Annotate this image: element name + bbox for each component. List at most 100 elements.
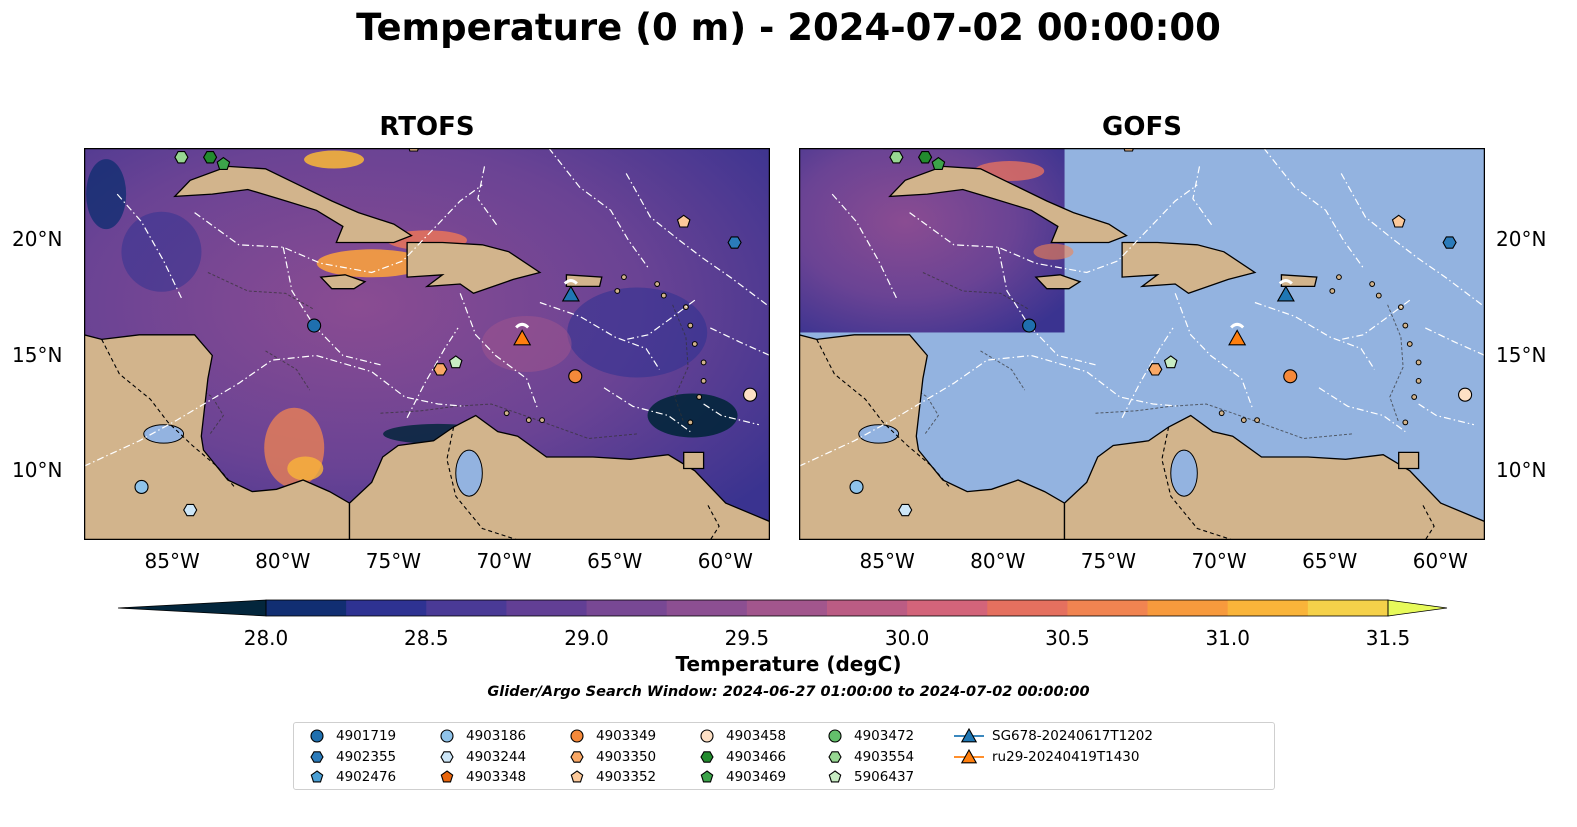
- colorbar-bin: [426, 600, 507, 616]
- legend-symbol: [310, 729, 324, 743]
- island: [691, 341, 698, 347]
- map-frame: [84, 148, 770, 540]
- island: [503, 410, 510, 417]
- figure-title: Temperature (0 m) - 2024-07-02 00:00:00: [356, 6, 1221, 49]
- temperature-anomaly: [86, 159, 127, 230]
- float-marker: [216, 156, 231, 170]
- float-marker: [183, 503, 198, 517]
- float-marker: [1148, 363, 1163, 376]
- float-marker: [433, 363, 448, 376]
- gofs-panel-title: GOFS: [1102, 112, 1182, 142]
- hispaniola-land: [1121, 241, 1257, 295]
- temperature-anomaly: [567, 287, 708, 378]
- island: [660, 292, 667, 299]
- colorbar-bin: [586, 600, 668, 616]
- legend-label: ru29-20240419T1430: [992, 748, 1140, 765]
- colorbar-label: Temperature (degC): [675, 652, 902, 676]
- legend-marker: [700, 750, 714, 763]
- longitude-tick-label: 75°W: [1080, 549, 1137, 573]
- rtofs-map[interactable]: [84, 148, 770, 540]
- island: [1336, 274, 1342, 281]
- jamaica-land: [1034, 274, 1082, 290]
- legend-marker: [310, 750, 324, 763]
- island: [1406, 341, 1413, 347]
- colorbar-bin: [1147, 600, 1229, 616]
- temperature-anomaly: [287, 456, 324, 481]
- float-marker: [849, 479, 864, 495]
- legend-marker: [440, 770, 454, 783]
- legend-symbol: [310, 750, 324, 763]
- colorbar-bin: [666, 600, 748, 616]
- lake-nicaragua: [858, 424, 900, 444]
- lake-nicaragua: [143, 424, 185, 444]
- legend-label: 4903350: [596, 748, 657, 765]
- legend-marker: [310, 729, 324, 743]
- island: [696, 394, 703, 400]
- legend-item: 4903186: [436, 726, 526, 746]
- temperature-anomaly: [1033, 243, 1074, 260]
- map-frame: [799, 148, 1485, 540]
- colorbar-bin: [1067, 600, 1149, 616]
- temperature-anomaly: [647, 393, 738, 438]
- south-america-land: [348, 414, 770, 540]
- glider-marker: [513, 329, 532, 346]
- legend-item: ru29-20240419T1430: [954, 747, 1139, 767]
- legend-symbol: [828, 750, 842, 763]
- legend-item: SG678-20240617T1202: [954, 726, 1153, 746]
- colorbar-extend-high: [1387, 599, 1448, 617]
- legend-marker: [954, 748, 984, 763]
- float-marker: [1283, 369, 1298, 384]
- country-borders: [816, 339, 1435, 540]
- eez-boundaries: [84, 148, 770, 467]
- island: [1415, 377, 1422, 384]
- longitude-tick-label: 65°W: [1302, 549, 1358, 573]
- legend-marker: [570, 729, 584, 743]
- lake-maracaibo: [1170, 449, 1198, 497]
- island: [1240, 417, 1247, 423]
- float-marker: [174, 151, 189, 164]
- legend-label: 4903466: [726, 748, 787, 765]
- colorbar-tick-label: 28.0: [243, 626, 289, 650]
- island: [1369, 281, 1376, 287]
- legend-item: 4903244: [436, 747, 526, 767]
- legend-item: 4903348: [436, 767, 526, 787]
- float-marker: [898, 503, 913, 517]
- island: [687, 419, 694, 426]
- legend-label: 4903469: [726, 769, 787, 785]
- legend-triangle: [960, 727, 978, 743]
- island: [1402, 419, 1409, 426]
- land: [799, 165, 1485, 540]
- float-marker: [448, 355, 463, 369]
- island: [525, 417, 532, 423]
- legend-item: 4903472: [824, 726, 914, 746]
- trinidad-land: [683, 451, 705, 470]
- longitude-tick-label: 75°W: [365, 549, 422, 573]
- island: [700, 377, 707, 384]
- gofs-map[interactable]: [799, 148, 1485, 540]
- float-marker: [1391, 214, 1406, 228]
- legend-triangle: [960, 748, 978, 763]
- legend-marker: [570, 750, 584, 763]
- colorbar-bin: [266, 600, 347, 616]
- colorbar-bin: [346, 600, 427, 616]
- legend-symbol: [700, 729, 714, 743]
- legend-item: 4903469: [696, 767, 786, 787]
- colorbar-bin: [1227, 600, 1309, 616]
- legend-label: 4903244: [466, 748, 527, 765]
- temperature-anomaly: [304, 150, 365, 169]
- island: [1402, 322, 1409, 329]
- float-marker: [202, 151, 218, 164]
- legend-item: 4903352: [566, 767, 656, 787]
- colorbar-tick-label: 29.0: [564, 626, 609, 650]
- island: [1375, 292, 1382, 299]
- glider-marker: [1228, 329, 1247, 346]
- legend-marker: [700, 729, 714, 743]
- legend-symbol: [570, 729, 584, 743]
- longitude-tick-label: 65°W: [587, 549, 643, 573]
- longitude-tick-label: 60°W: [1412, 549, 1468, 573]
- latitude-tick-label: 20°N: [12, 227, 63, 252]
- latitude-tick-label: 10°N: [1496, 457, 1547, 482]
- latitude-tick-label: 10°N: [12, 457, 63, 482]
- island: [614, 288, 621, 294]
- colorbar-tick-label: 30.0: [884, 626, 930, 650]
